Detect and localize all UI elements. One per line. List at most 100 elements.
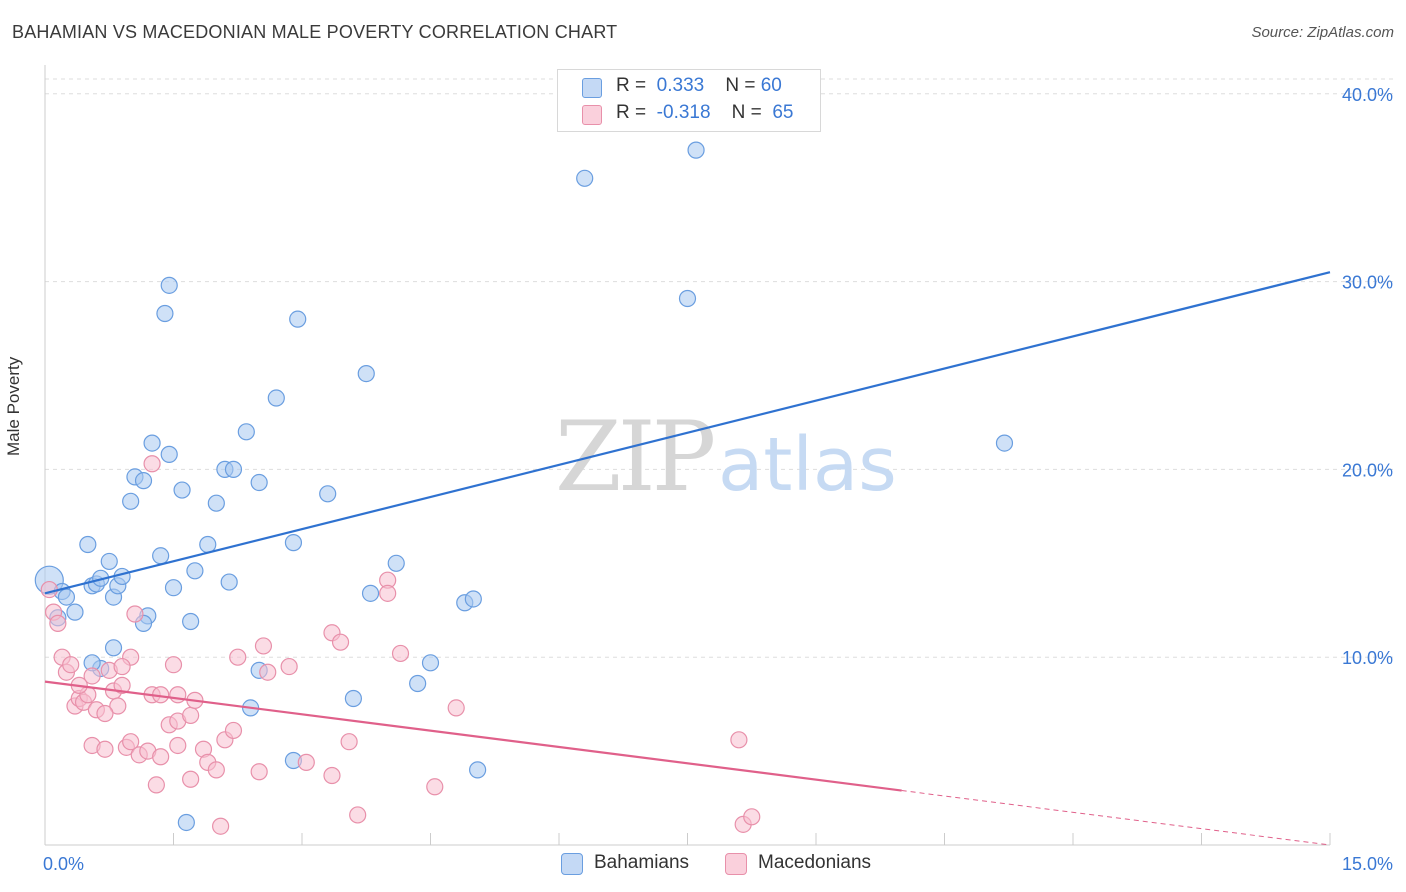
point-bahamians-53 [177, 813, 195, 832]
point-bahamians-55 [687, 141, 705, 159]
point-macedonians-34 [212, 817, 230, 835]
point-macedonians-36 [224, 721, 243, 740]
point-macedonians-45 [323, 766, 341, 785]
point-bahamians-54 [576, 169, 594, 187]
point-macedonians-20 [126, 605, 144, 623]
point-bahamians-35 [237, 423, 255, 441]
x-tick-label-max: 15.0% [1342, 854, 1393, 874]
legend-swatch-bahamians [582, 78, 602, 98]
point-macedonians-13 [96, 740, 114, 758]
point-bahamians-57 [995, 434, 1014, 452]
point-bahamians-30 [199, 535, 217, 554]
point-macedonians-46 [340, 733, 358, 751]
point-bahamians-2 [57, 588, 76, 606]
y-tick-label-20: 20.0% [1342, 460, 1393, 480]
point-bahamians-19 [143, 434, 161, 452]
point-bahamians-36 [250, 473, 268, 492]
point-macedonians-60 [122, 733, 140, 751]
point-macedonians-16 [109, 697, 127, 715]
point-macedonians-27 [164, 656, 183, 674]
series-label-bahamians: Bahamians [594, 852, 690, 873]
point-bahamians-28 [186, 562, 204, 580]
chart-source: Source: ZipAtlas.com [1251, 24, 1394, 41]
point-macedonians-62 [207, 761, 225, 779]
point-macedonians-64 [182, 770, 200, 788]
point-macedonians-0 [40, 580, 58, 599]
point-bahamians-51 [469, 761, 487, 779]
point-bahamians-48 [421, 654, 440, 672]
point-macedonians-57 [113, 657, 131, 676]
point-bahamians-43 [357, 365, 375, 383]
watermark-zip: ZIP [555, 401, 714, 513]
point-bahamians-27 [160, 276, 178, 294]
point-bahamians-9 [100, 552, 118, 571]
trend-line-dashed-macedonians [901, 790, 1331, 846]
series-swatch-bahamians [561, 853, 583, 875]
point-bahamians-24 [160, 445, 178, 463]
point-bahamians-23 [164, 579, 183, 597]
point-macedonians-24 [147, 776, 165, 794]
point-macedonians-29 [169, 736, 187, 755]
point-bahamians-40 [289, 310, 307, 328]
point-macedonians-40 [259, 663, 277, 681]
point-bahamians-33 [224, 460, 243, 478]
point-bahamians-26 [156, 304, 174, 323]
point-macedonians-59 [96, 704, 114, 723]
trend-lines [44, 271, 1331, 846]
legend-stats-bahamians: R = 0.333 N = 60 [616, 75, 782, 96]
stats-legend: R = 0.333 N = 60 R = -0.318 N = 65 [557, 69, 821, 132]
y-tick-label-30: 30.0% [1342, 273, 1393, 293]
point-macedonians-25 [152, 748, 170, 766]
point-bahamians-17 [134, 472, 153, 490]
tick-labels: 10.0% 20.0% 30.0% 40.0% 0.0% 15.0% [43, 85, 1393, 874]
point-macedonians-2 [49, 614, 67, 632]
point-bahamians-44 [361, 584, 380, 602]
point-macedonians-41 [280, 657, 298, 676]
point-bahamians-46 [387, 554, 405, 572]
point-bahamians-37 [267, 389, 285, 407]
watermark-atlas: atlas [718, 422, 897, 508]
point-macedonians-5 [62, 656, 80, 674]
point-macedonians-55 [743, 808, 761, 826]
y-tick-label-10: 10.0% [1342, 648, 1393, 668]
trend-line-bahamians [44, 271, 1331, 595]
point-bahamians-42 [319, 485, 337, 503]
point-macedonians-30 [182, 706, 200, 725]
point-macedonians-49 [379, 584, 397, 602]
axes [44, 65, 1331, 846]
point-bahamians-3 [66, 603, 84, 621]
series-swatch-macedonians [725, 853, 747, 875]
point-macedonians-47 [349, 806, 367, 824]
point-bahamians-13 [104, 639, 123, 657]
point-bahamians-56 [678, 289, 697, 308]
watermark: ZIP atlas [555, 401, 897, 513]
point-bahamians-29 [182, 612, 200, 631]
point-bahamians-50 [464, 590, 482, 608]
point-bahamians-47 [409, 674, 427, 693]
point-macedonians-52 [447, 699, 465, 717]
point-bahamians-25 [173, 481, 191, 499]
series-label-macedonians: Macedonians [758, 852, 872, 873]
point-macedonians-51 [426, 778, 444, 796]
point-macedonians-37 [229, 648, 247, 666]
point-bahamians-20 [152, 547, 170, 565]
point-bahamians-31 [207, 494, 225, 512]
x-tick-label-min: 0.0% [43, 854, 84, 874]
point-macedonians-56 [143, 455, 161, 473]
legend-swatch-macedonians [582, 105, 602, 125]
trend-line-macedonians [44, 680, 902, 792]
legend-stats-macedonians: R = -0.318 N = 65 [616, 102, 794, 123]
point-macedonians-44 [331, 633, 350, 651]
point-macedonians-61 [169, 686, 187, 704]
point-bahamians-34 [220, 573, 238, 591]
chart-title: BAHAMIAN VS MACEDONIAN MALE POVERTY CORR… [12, 22, 618, 42]
grid-lines [45, 78, 1395, 658]
point-macedonians-39 [254, 637, 273, 655]
point-macedonians-50 [391, 644, 410, 663]
point-macedonians-17 [113, 676, 131, 694]
point-macedonians-42 [297, 753, 315, 771]
point-bahamians-45 [344, 689, 362, 708]
point-bahamians-41 [284, 534, 303, 552]
point-bahamians-5 [79, 535, 97, 554]
